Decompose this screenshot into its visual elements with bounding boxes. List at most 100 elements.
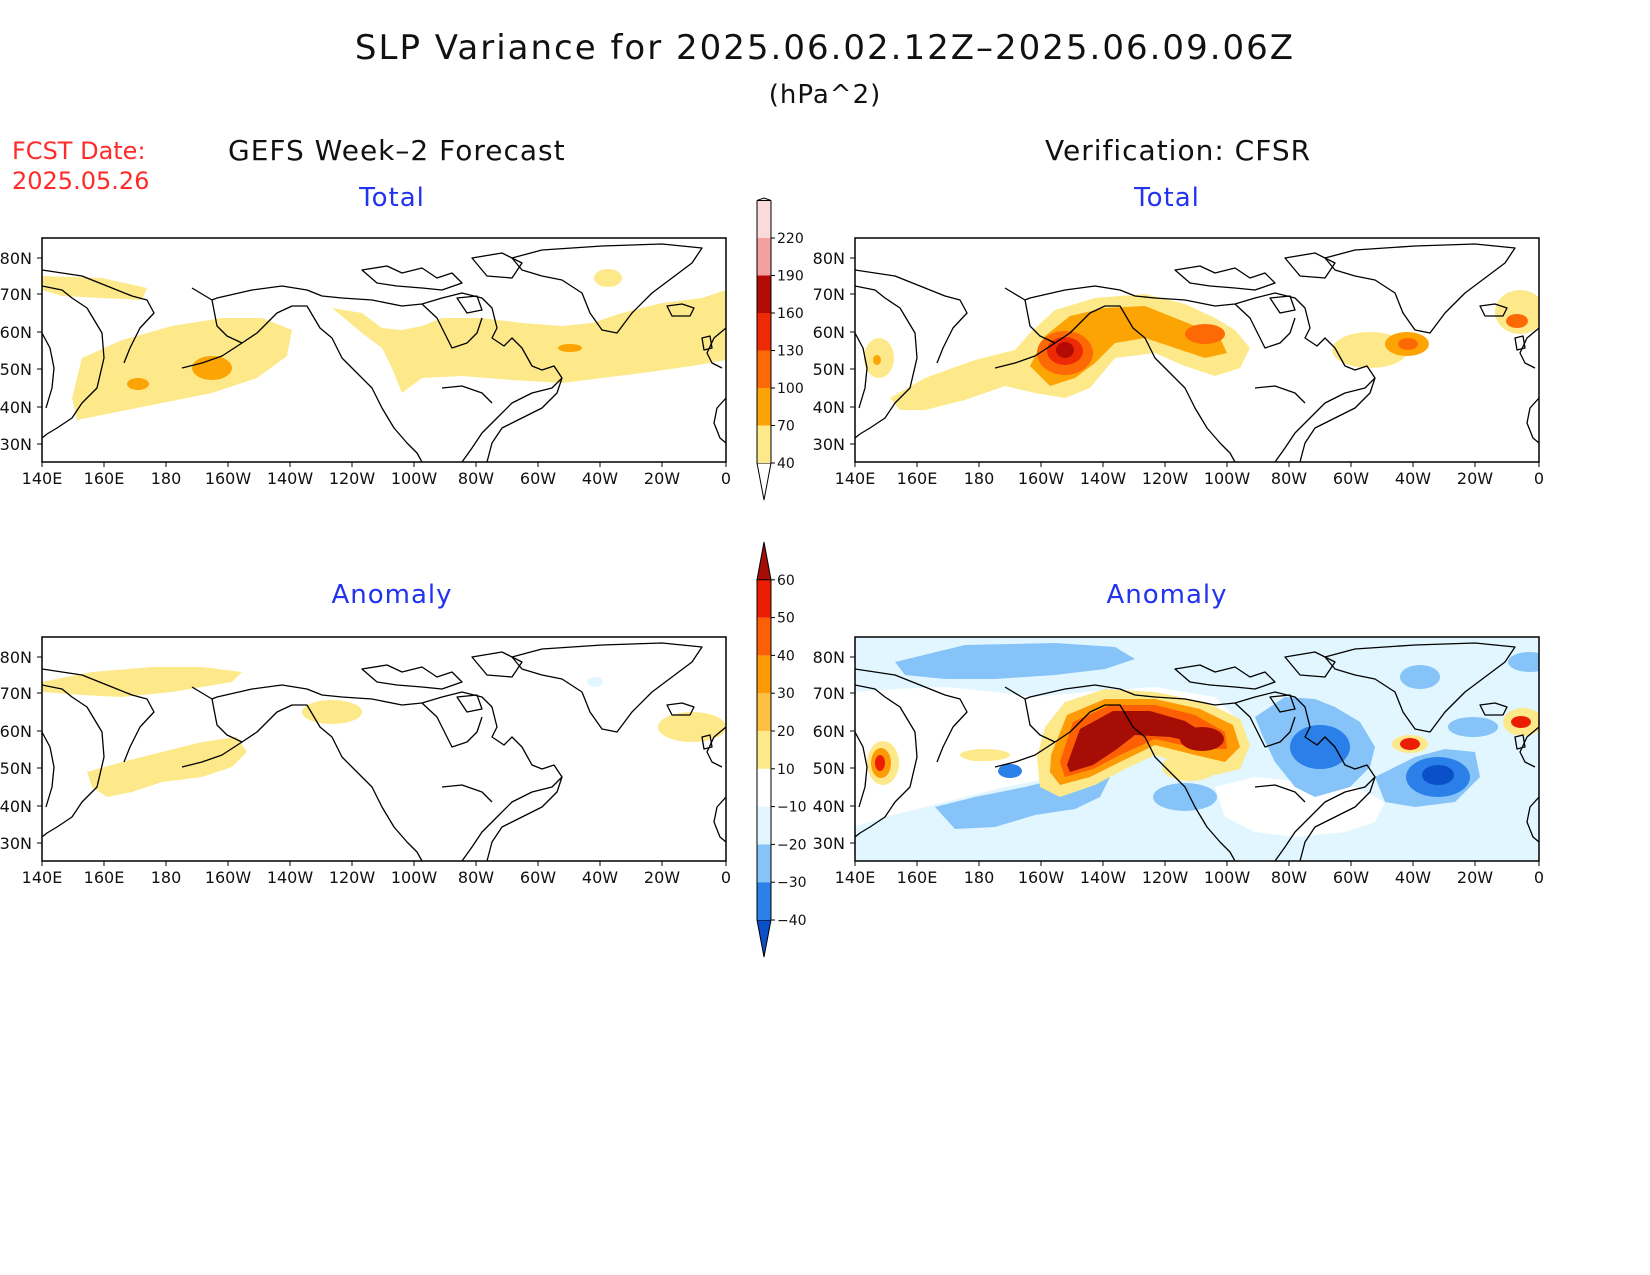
lat-tick-label: 70N [0,684,32,703]
lat-tick-label: 50N [813,360,845,379]
lon-tick-label: 20W [644,469,680,488]
colorbar-level-label: 10 [777,762,795,778]
lon-tick-label: 60W [1333,469,1369,488]
shaded-contour-region [1290,725,1350,769]
lat-tick-label: 60N [813,722,845,741]
panel-frame [854,636,1540,862]
colorbar-level-label: −20 [777,837,807,853]
colorbar-swatch [757,313,771,351]
colorbar-anomaly: −40 −30 −20 −10 10 20 30 40 50 60 [756,541,807,958]
lat-tick-label: 30N [0,834,32,853]
lon-tick-label: 160W [205,868,252,887]
colorbar-swatch [757,844,771,883]
right-column-heading: Verification: CFSR [1045,134,1312,167]
lon-tick-label: 160W [205,469,252,488]
lon-tick-label: 100W [391,868,438,887]
panel-frame [854,237,1540,463]
colorbar-level-label: 20 [777,724,795,740]
lon-tick-label: 80W [458,868,494,887]
shaded-contour-region [1185,324,1225,344]
shaded-contour-region [1506,314,1528,328]
panel-forecast-total: 80N 70N 60N 50N 40N 30N 140E 160E 180 160W 140W 120… [0,237,731,488]
shaded-contour-region [587,677,603,687]
colorbar-swatch [757,655,771,694]
lat-tick-label: 70N [813,684,845,703]
lat-tick-label: 70N [0,285,32,304]
lat-tick-label: 70N [813,285,845,304]
colorbar-swatch [757,882,771,920]
colorbar-level-label: 190 [777,269,804,285]
panel-frame [41,636,727,862]
shaded-contour-region [42,667,242,697]
lon-tick-label: 80W [458,469,494,488]
colorbar-swatch [757,731,771,769]
lon-tick-label: 180 [964,469,995,488]
lon-tick-label: 160E [897,469,938,488]
panel-forecast-anomaly: 80N 70N 60N 50N 40N 30N 140E 160E 180 160W 140W 120… [0,636,731,887]
lon-tick-label: 160E [84,868,125,887]
lon-tick-label: 40W [582,868,618,887]
lon-tick-label: 60W [520,469,556,488]
lon-tick-label: 140E [22,868,63,887]
colorbar-level-label: 30 [777,686,795,702]
colorbar-swatch [757,693,771,731]
lon-tick-label: 100W [1204,868,1251,887]
lat-tick-label: 80N [813,648,845,667]
shaded-contour-region [594,269,622,287]
lon-tick-label: 20W [1457,868,1493,887]
panel-verification-anomaly: 80N 70N 60N 50N 40N 30N 140E 160E 180 160W 140W 120… [813,636,1544,887]
colorbar-swatch [757,768,771,807]
main-title: SLP Variance for 2025.06.02.12Z–2025.06.… [354,28,1296,68]
panel-frame [41,237,727,463]
lon-tick-label: 140W [267,469,314,488]
shaded-contour-region [1511,716,1531,728]
lon-tick-label: 160W [1018,868,1065,887]
lon-tick-label: 0 [721,868,731,887]
shaded-contour-region [1215,777,1385,837]
shaded-contour-region [1067,711,1210,772]
lon-tick-label: 140E [22,469,63,488]
lat-tick-label: 60N [0,722,32,741]
lon-tick-label: 40W [582,469,618,488]
colorbar-level-label: 60 [777,573,795,589]
shaded-contour-region [965,753,989,761]
lat-tick-label: 80N [0,648,32,667]
colorbar-swatch [757,425,771,463]
shaded-contour-region [1400,665,1440,689]
lon-tick-label: 100W [1204,469,1251,488]
lat-tick-label: 80N [813,249,845,268]
lon-tick-label: 40W [1395,469,1431,488]
lon-tick-label: 120W [1142,469,1189,488]
shaded-contour-region [1495,290,1539,334]
lon-tick-label: 160E [84,469,125,488]
shaded-contour-region [1508,652,1539,672]
shaded-contour-region [72,318,292,420]
lon-tick-label: 120W [1142,868,1189,887]
colorbar-swatch [757,388,771,426]
colorbar-swatch [757,275,771,313]
lon-tick-label: 0 [721,469,731,488]
lon-tick-label: 100W [391,469,438,488]
colorbar-level-label: −30 [777,875,807,891]
shaded-contour-region [1153,783,1217,811]
colorbar-level-label: 100 [777,381,804,397]
lat-tick-label: 40N [0,398,32,417]
colorbar-level-label: 50 [777,611,795,627]
colorbar-level-label: −40 [777,913,807,929]
colorbar-swatch [757,200,771,238]
lon-tick-label: 160W [1018,469,1065,488]
panel-verification-total: 80N 70N 60N 50N 40N 30N 140E 160E 180 160W 140W 120… [813,237,1544,488]
shaded-contour-region [658,712,726,742]
colorbar-swatch [757,350,771,388]
shaded-contour-region [302,700,362,724]
colorbar-level-label: 160 [777,306,804,322]
lon-tick-label: 0 [1534,868,1544,887]
shaded-contour-region [873,355,881,365]
shaded-contour-region [192,356,232,380]
colorbar-level-label: 70 [777,419,795,435]
shaded-contour-region [127,378,149,390]
lon-tick-label: 80W [1271,469,1307,488]
lat-tick-label: 30N [813,435,845,454]
lon-tick-label: 140E [835,868,876,887]
shaded-contour-region [998,764,1022,778]
